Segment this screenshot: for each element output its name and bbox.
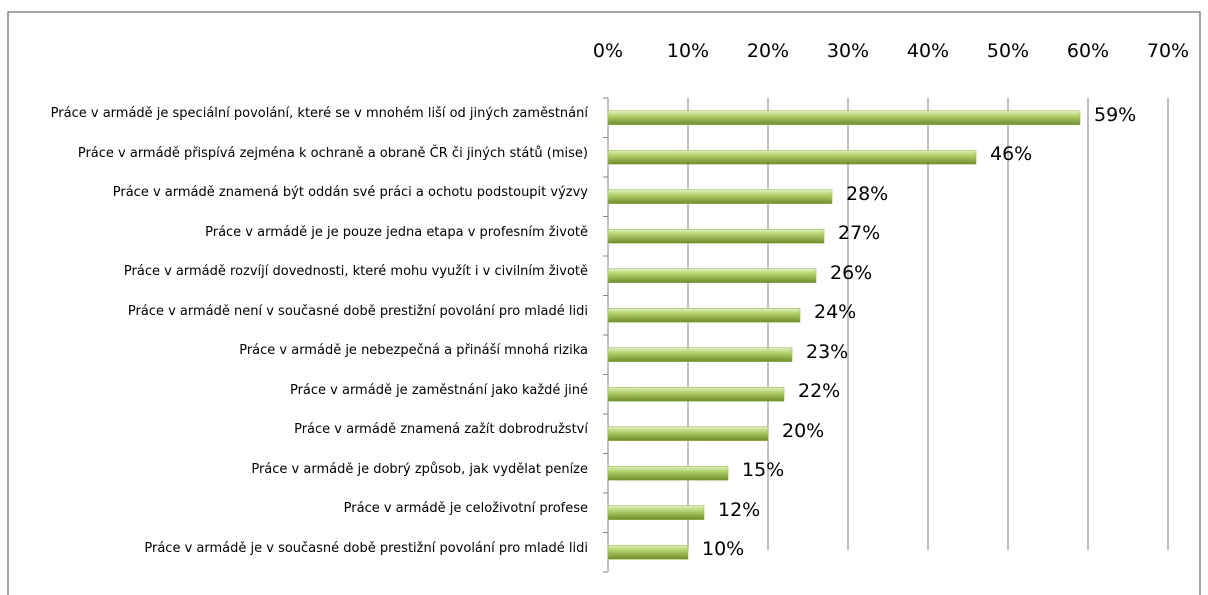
x-tick-label: 30% [826, 40, 870, 62]
value-label: 20% [782, 419, 825, 442]
category-label-text: Práce v armádě je je pouze jedna etapa v… [205, 224, 588, 240]
category-label-text: Práce v armádě znamená být oddán své prá… [112, 185, 588, 201]
category-label-text: Práce v armádě znamená zažít dobrodružst… [294, 422, 588, 438]
category-label-text: Práce v armádě rozvíjí dovednosti, které… [123, 264, 588, 280]
value-label: 26% [830, 261, 873, 284]
category-label: Práce v armádě rozvíjí dovednosti, které… [28, 264, 588, 279]
category-label: Práce v armádě není v současné době pres… [28, 304, 588, 319]
category-label: Práce v armádě je je pouze jedna etapa v… [28, 225, 588, 240]
bar [607, 149, 977, 165]
x-tick-label: 50% [986, 40, 1030, 62]
category-label: Práce v armádě je v současné době presti… [28, 541, 588, 556]
category-label-text: Práce v armádě je dobrý způsob, jak vydě… [251, 461, 588, 477]
bar [607, 110, 1081, 126]
bar [607, 426, 769, 442]
category-label: Práce v armádě je speciální povolání, kt… [28, 106, 588, 121]
category-label: Práce v armádě je celoživotní profese [28, 501, 588, 516]
value-label: 28% [846, 182, 889, 205]
value-label: 23% [806, 340, 849, 363]
bar [607, 268, 817, 284]
value-label: 46% [990, 143, 1033, 166]
bar [607, 189, 833, 205]
bar [607, 228, 825, 244]
x-tick-label: 70% [1146, 40, 1190, 62]
value-label: 15% [742, 459, 785, 482]
x-tick-label: 60% [1066, 40, 1110, 62]
value-label: 12% [718, 498, 761, 521]
x-tick-label: 10% [666, 40, 710, 62]
value-label: 59% [1094, 103, 1137, 126]
category-label: Práce v armádě je nebezpečná a přináší m… [28, 343, 588, 358]
value-label: 24% [814, 301, 857, 324]
category-label: Práce v armádě znamená zažít dobrodružst… [28, 422, 588, 437]
category-label: Práce v armádě přispívá zejména k ochran… [28, 146, 588, 161]
category-label: Práce v armádě je dobrý způsob, jak vydě… [28, 462, 588, 477]
category-label-text: Práce v armádě je v současné době presti… [144, 540, 588, 556]
x-tick-label: 0% [592, 40, 624, 62]
bar [607, 505, 705, 521]
bar [607, 386, 785, 402]
bar [607, 465, 729, 481]
bar [607, 347, 793, 363]
chart-border [7, 11, 1201, 595]
bar [607, 544, 689, 560]
category-label: Práce v armádě je zaměstnání jako každé … [28, 383, 588, 398]
category-label-text: Práce v armádě není v současné době pres… [127, 303, 588, 319]
x-tick-label: 40% [906, 40, 950, 62]
category-label-text: Práce v armádě přispívá zejména k ochran… [77, 145, 588, 161]
value-label: 27% [838, 222, 881, 245]
category-label: Práce v armádě znamená být oddán své prá… [28, 185, 588, 200]
bar [607, 307, 801, 323]
category-label-text: Práce v armádě je speciální povolání, kt… [50, 106, 588, 122]
value-label: 22% [798, 380, 841, 403]
value-label: 10% [702, 538, 745, 561]
category-label-text: Práce v armádě je zaměstnání jako každé … [289, 382, 588, 398]
x-tick-label: 20% [746, 40, 790, 62]
category-label-text: Práce v armádě je nebezpečná a přináší m… [239, 343, 588, 359]
category-label-text: Práce v armádě je celoživotní profese [343, 501, 588, 517]
